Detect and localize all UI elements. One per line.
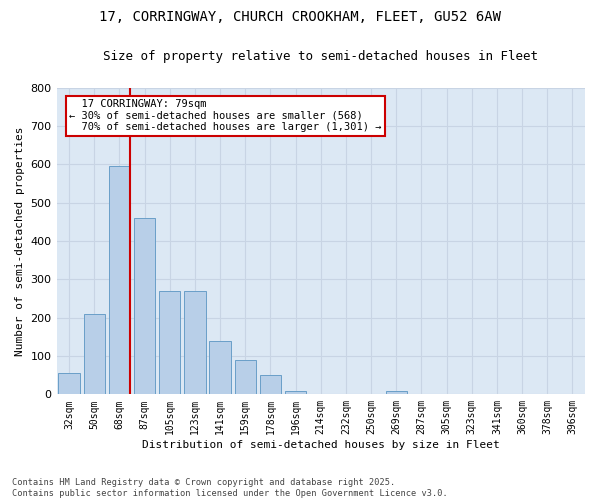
X-axis label: Distribution of semi-detached houses by size in Fleet: Distribution of semi-detached houses by … xyxy=(142,440,500,450)
Title: Size of property relative to semi-detached houses in Fleet: Size of property relative to semi-detach… xyxy=(103,50,538,63)
Bar xyxy=(184,291,206,395)
Y-axis label: Number of semi-detached properties: Number of semi-detached properties xyxy=(15,126,25,356)
Bar xyxy=(83,314,105,394)
Bar xyxy=(386,392,407,394)
Text: Contains HM Land Registry data © Crown copyright and database right 2025.
Contai: Contains HM Land Registry data © Crown c… xyxy=(12,478,448,498)
Bar xyxy=(159,291,181,395)
Text: 17, CORRINGWAY, CHURCH CROOKHAM, FLEET, GU52 6AW: 17, CORRINGWAY, CHURCH CROOKHAM, FLEET, … xyxy=(99,10,501,24)
Bar xyxy=(134,218,155,394)
Bar xyxy=(58,374,80,394)
Bar xyxy=(285,392,307,394)
Bar xyxy=(209,340,231,394)
Bar xyxy=(235,360,256,394)
Text: 17 CORRINGWAY: 79sqm
← 30% of semi-detached houses are smaller (568)
  70% of se: 17 CORRINGWAY: 79sqm ← 30% of semi-detac… xyxy=(70,100,382,132)
Bar xyxy=(109,166,130,394)
Bar xyxy=(260,375,281,394)
